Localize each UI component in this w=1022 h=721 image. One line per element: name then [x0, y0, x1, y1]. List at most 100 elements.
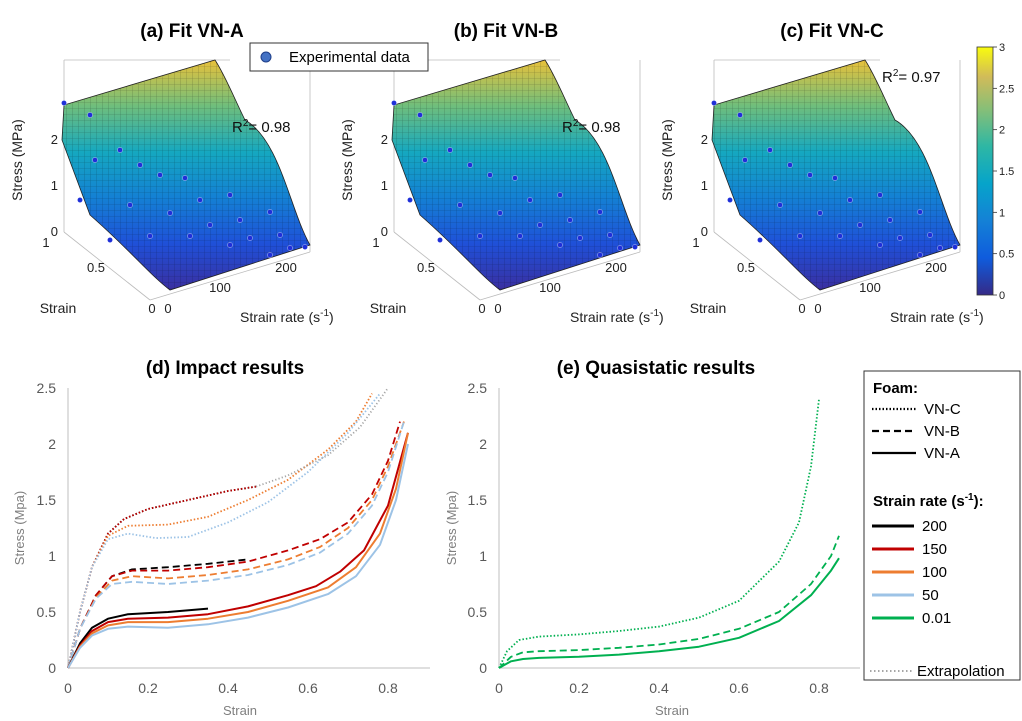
- experimental-data-point: [832, 175, 838, 181]
- strain-tick-label: 0: [478, 301, 485, 316]
- experimental-data-point: [937, 245, 943, 251]
- x-tick-label: 0: [495, 680, 503, 696]
- y-tick-label: 0: [479, 660, 487, 676]
- strain-tick-label: 1: [372, 235, 379, 250]
- surface-box-edge: [63, 231, 151, 301]
- colorbar-tick-label: 0.5: [999, 249, 1014, 261]
- panel-d: (d) Impact results 00.511.522.5 0 0.2 0.4 0…: [12, 358, 430, 718]
- legend-foam-label: VN-C: [924, 401, 961, 418]
- x-tick-label: 0: [64, 680, 72, 696]
- experimental-data-point: [777, 202, 783, 208]
- legend-extrapolation-label: Extrapolation: [917, 663, 1005, 680]
- panel-e-x-ticks: 0 0.2 0.4 0.6 0.8: [495, 680, 829, 696]
- experimental-data-point: [87, 112, 93, 118]
- surface-mesh: [712, 60, 960, 290]
- legend-foam-items: VN-C VN-B VN-A: [872, 401, 961, 462]
- experimental-data-point: [437, 237, 443, 243]
- experimental-data-point: [797, 233, 803, 239]
- experimental-data-point: [767, 147, 773, 153]
- rate-tick-label: 100: [539, 280, 561, 295]
- surface-box-edge: [713, 231, 801, 301]
- experimental-data-point: [617, 245, 623, 251]
- series-line-vn-a-100: [67, 432, 409, 669]
- experimental-data-point: [742, 157, 748, 163]
- experimental-data-point: [187, 233, 193, 239]
- rate-tick-label: 200: [275, 260, 297, 275]
- legend-rate-label: 200: [922, 518, 947, 535]
- y-tick-label: 0.5: [468, 604, 488, 620]
- experimental-data-point: [407, 197, 413, 203]
- experimental-data-point: [877, 242, 883, 248]
- z-tick-label: 0: [381, 224, 388, 239]
- r2-label: R2= 0.98: [562, 118, 621, 136]
- experimental-data-point: [512, 175, 518, 181]
- surface-box-edge: [479, 251, 641, 301]
- x-tick-label: 0.6: [729, 680, 749, 696]
- strain-tick-label: 1: [42, 235, 49, 250]
- series-line-vn-c-100: [67, 393, 373, 669]
- rate-tick-label: 200: [925, 260, 947, 275]
- series-line-vn-b-50: [67, 421, 405, 669]
- experimental-data-point: [807, 172, 813, 178]
- experimental-data-point: [857, 222, 863, 228]
- experimental-data-point: [757, 237, 763, 243]
- z-axis-label: Stress (MPa): [339, 119, 355, 201]
- experimental-data-point: [477, 233, 483, 239]
- colorbar-tick-label: 2: [999, 125, 1005, 137]
- panel-d-ylabel: Stress (Mpa): [12, 491, 27, 565]
- experimental-data-point: [467, 162, 473, 168]
- panel-e-xlabel: Strain: [655, 703, 689, 718]
- legend-rate-label: 150: [922, 541, 947, 558]
- experimental-data-point: [727, 197, 733, 203]
- surface-panel-title: (c) Fit VN-C: [780, 21, 884, 42]
- rate-axis-label: Strain rate (s-1): [570, 308, 664, 325]
- y-tick-label: 1: [48, 548, 56, 564]
- legend-foam-title: Foam:: [873, 380, 918, 397]
- experimental-data-point: [182, 175, 188, 181]
- legend-rate-label: 100: [922, 564, 947, 581]
- experimental-data-point: [517, 233, 523, 239]
- z-tick-label: 1: [51, 178, 58, 193]
- z-tick-label: 1: [381, 178, 388, 193]
- experimental-data-point: [447, 147, 453, 153]
- colorbar-tick-label: 0: [999, 290, 1005, 302]
- z-tick-label: 2: [701, 132, 708, 147]
- experimental-data-point: [737, 112, 743, 118]
- experimental-data-point: [267, 209, 273, 215]
- x-tick-label: 0.6: [298, 680, 318, 696]
- series-line-vn-c-200: [255, 387, 389, 488]
- experimental-data-point: [277, 232, 283, 238]
- experimental-data-point: [137, 162, 143, 168]
- experimental-data-point: [127, 202, 133, 208]
- rate-tick-label: 100: [209, 280, 231, 295]
- surface-panel-title: (a) Fit VN-A: [140, 21, 244, 42]
- colorbar-gradient: [976, 46, 994, 296]
- panel-d-lines: [67, 387, 409, 669]
- experimental-data-point: [227, 242, 233, 248]
- surface-legend: Experimental data: [249, 42, 429, 72]
- series-line-vn-a-50: [67, 443, 409, 669]
- experimental-data-point: [917, 209, 923, 215]
- surface-box-edge: [799, 251, 961, 301]
- z-tick-label: 0: [701, 224, 708, 239]
- panel-d-x-ticks: 0 0.2 0.4 0.6 0.8: [64, 680, 398, 696]
- panel-e-ylabel: Stress (Mpa): [444, 491, 459, 565]
- experimental-data-point: [837, 233, 843, 239]
- y-tick-label: 0: [48, 660, 56, 676]
- series-line-vn-c-150: [67, 485, 257, 669]
- experimental-data-point: [927, 232, 933, 238]
- z-tick-label: 2: [51, 132, 58, 147]
- x-tick-label: 0.8: [809, 680, 829, 696]
- experimental-data-point: [302, 244, 308, 250]
- series-line-vn-a-200: [67, 607, 209, 669]
- experimental-data-point: [457, 202, 463, 208]
- experimental-data-point: [952, 244, 958, 250]
- series-line-vn-b-150: [67, 421, 401, 669]
- experimental-data-point: [817, 210, 823, 216]
- series-line-vn-c-50: [67, 393, 381, 669]
- panel-e-y-ticks: 0 0.5 1 1.5 2 2.5: [468, 380, 488, 676]
- experimental-data-point: [787, 162, 793, 168]
- experimental-data-point: [877, 192, 883, 198]
